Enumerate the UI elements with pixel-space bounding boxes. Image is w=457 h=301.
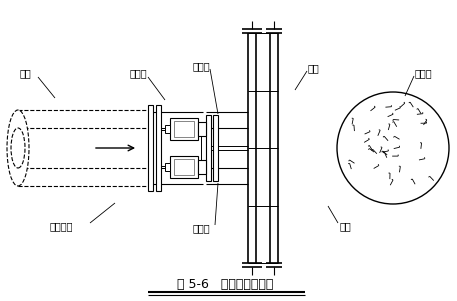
Ellipse shape bbox=[11, 128, 25, 168]
Text: 千斤顶: 千斤顶 bbox=[193, 61, 211, 71]
Text: 活络头: 活络头 bbox=[130, 68, 148, 78]
Text: 钢管: 钢管 bbox=[20, 68, 32, 78]
Text: 活络端头: 活络端头 bbox=[50, 221, 74, 231]
Text: 千斤顶: 千斤顶 bbox=[193, 223, 211, 233]
Bar bbox=[170, 118, 198, 140]
Bar bbox=[198, 160, 206, 174]
Bar bbox=[174, 159, 194, 175]
Text: 灌注桩: 灌注桩 bbox=[415, 68, 433, 78]
Bar bbox=[170, 156, 198, 178]
Bar bbox=[148, 105, 153, 191]
Bar bbox=[161, 130, 201, 166]
Bar bbox=[206, 115, 211, 181]
Bar bbox=[165, 163, 170, 171]
Circle shape bbox=[337, 92, 449, 204]
Bar bbox=[165, 125, 170, 133]
Bar bbox=[156, 105, 161, 191]
Bar bbox=[174, 121, 194, 137]
Text: 图 5-6   钢管横撑安装图: 图 5-6 钢管横撑安装图 bbox=[177, 278, 273, 291]
Text: 钢梁: 钢梁 bbox=[308, 63, 320, 73]
Bar bbox=[198, 122, 206, 136]
Text: 围檩: 围檩 bbox=[340, 221, 352, 231]
Ellipse shape bbox=[7, 110, 29, 186]
Bar bbox=[213, 115, 218, 181]
